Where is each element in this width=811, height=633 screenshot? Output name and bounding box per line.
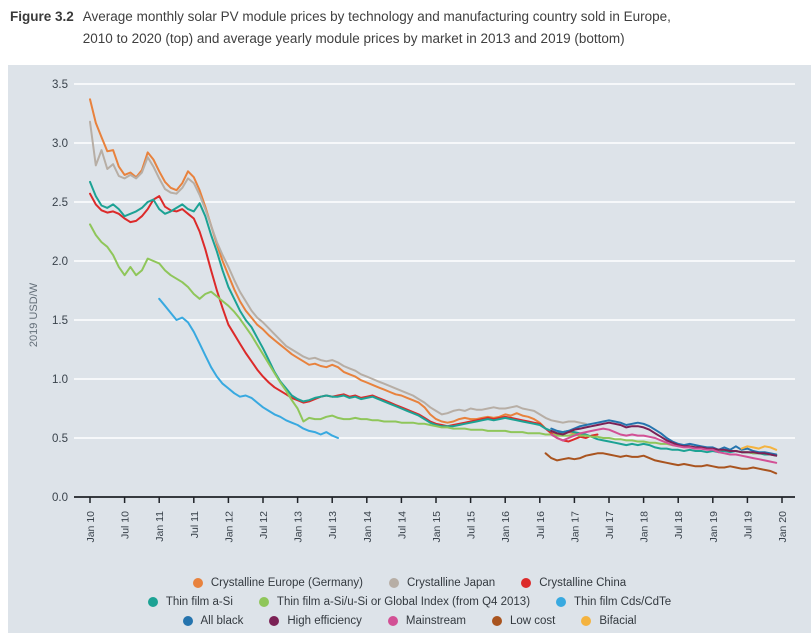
y-tick-label: 2.0 xyxy=(52,256,68,268)
x-tick-label: Jul 15 xyxy=(466,511,478,539)
x-tick-label: Jan 17 xyxy=(569,511,581,543)
legend-dot-thin-film-cdte xyxy=(556,597,567,607)
legend-item-all-black: All black xyxy=(182,615,244,627)
y-tick-label: 3.0 xyxy=(52,138,68,150)
legend-dot-thin-film-global xyxy=(258,597,269,607)
series-line-all-black xyxy=(550,419,778,456)
x-tick-label: Jul 10 xyxy=(120,511,132,539)
x-tick-label: Jan 15 xyxy=(431,511,443,543)
x-tick-label: Jul 19 xyxy=(742,511,754,539)
y-tick-label: 1.5 xyxy=(52,315,68,327)
legend-label-crystalline-europe: Crystalline Europe (Germany) xyxy=(210,577,363,589)
figure-title-line2: 2010 to 2020 (top) and average yearly mo… xyxy=(82,30,625,46)
y-tick-label: 0.0 xyxy=(52,492,68,504)
legend-item-crystalline-europe: Crystalline Europe (Germany) xyxy=(192,577,363,589)
x-tick-label: Jul 17 xyxy=(604,511,616,539)
figure-title: Average monthly solar PV module prices b… xyxy=(83,6,671,49)
legend-item-thin-film-global: Thin film a-Si/u-Si or Global Index (fro… xyxy=(258,596,531,608)
series-line-thin-film-a-si xyxy=(89,180,778,457)
y-tick-label: 3.5 xyxy=(52,79,68,91)
figure-label: Figure 3.2 xyxy=(10,9,74,24)
legend-dot-thin-film-a-si xyxy=(147,597,158,607)
x-tick-label: Jan 12 xyxy=(223,511,235,543)
legend-label-crystalline-japan: Crystalline Japan xyxy=(406,577,496,589)
legend-dot-crystalline-china xyxy=(521,578,532,588)
legend-dot-crystalline-europe xyxy=(192,578,203,588)
legend-label-all-black: All black xyxy=(200,615,244,627)
legend-item-crystalline-china: Crystalline China xyxy=(521,577,626,589)
legend-row-3: All black High efficiency Mainstream Low co… xyxy=(8,615,811,627)
legend-dot-high-efficiency xyxy=(269,616,280,626)
series-line-high-efficiency xyxy=(550,421,778,457)
series-line-crystalline-europe xyxy=(89,98,587,437)
chart-panel: 2019 USD/W 0.0 0.5 1.0 1.5 2.0 2.5 3.0 3.5 Jan 1… xyxy=(8,65,811,633)
legend-dot-mainstream xyxy=(387,616,398,626)
figure-header: Figure 3.2 Average monthly solar PV modu… xyxy=(10,6,805,49)
legend-item-high-efficiency: High efficiency xyxy=(269,615,362,627)
y-tick-label: 0.5 xyxy=(52,433,68,445)
x-tick-label: Jan 18 xyxy=(639,511,651,543)
legend-label-mainstream: Mainstream xyxy=(405,615,466,627)
x-tick-label: Jul 12 xyxy=(258,511,270,539)
series-line-low-cost xyxy=(544,452,778,475)
legend-label-thin-film-global: Thin film a-Si/u-Si or Global Index (fro… xyxy=(276,596,531,608)
x-tick-label: Jul 11 xyxy=(189,511,201,538)
y-tick-label: 2.5 xyxy=(52,197,68,209)
legend-label-thin-film-cdte: Thin film Cds/CdTe xyxy=(574,596,672,608)
series-line-thin-film-global xyxy=(89,223,778,456)
legend-dot-all-black xyxy=(182,616,193,626)
legend-item-bifacial: Bifacial xyxy=(581,615,636,627)
legend-item-thin-film-a-si: Thin film a-Si xyxy=(147,596,233,608)
series-line-thin-film-cdte xyxy=(158,297,339,439)
x-tick-label: Jul 18 xyxy=(673,511,685,539)
legend-label-crystalline-china: Crystalline China xyxy=(539,577,627,589)
legend-dot-crystalline-japan xyxy=(388,578,399,588)
series-line-crystalline-japan xyxy=(89,120,587,425)
x-tick-label: Jul 13 xyxy=(327,511,339,539)
x-tick-label: Jan 10 xyxy=(85,511,97,543)
legend-label-low-cost: Low cost xyxy=(510,615,556,627)
legend-row-1: Crystalline Europe (Germany) Crystalline … xyxy=(8,577,811,589)
x-tick-label: Jan 19 xyxy=(708,511,720,543)
x-tick-label: Jan 14 xyxy=(362,511,374,543)
legend-label-high-efficiency: High efficiency xyxy=(287,615,362,627)
series-line-crystalline-china xyxy=(89,192,599,443)
figure-title-line1: Average monthly solar PV module prices b… xyxy=(82,9,671,24)
price-line-chart: 0.0 0.5 1.0 1.5 2.0 2.5 3.0 3.5 Jan 10 Jul 10 Jan … xyxy=(52,79,795,543)
chart-legend: Crystalline Europe (Germany) Crystalline … xyxy=(8,577,811,627)
x-tick-label: Jul 14 xyxy=(396,511,408,539)
y-tick-label: 1.0 xyxy=(52,374,68,386)
legend-label-thin-film-a-si: Thin film a-Si xyxy=(165,596,233,608)
legend-item-crystalline-japan: Crystalline Japan xyxy=(388,577,496,589)
x-tick-label: Jan 16 xyxy=(500,511,512,543)
legend-item-mainstream: Mainstream xyxy=(387,615,466,627)
legend-item-low-cost: Low cost xyxy=(492,615,555,627)
legend-label-bifacial: Bifacial xyxy=(599,615,637,627)
legend-dot-bifacial xyxy=(581,616,592,626)
x-tick-label: Jan 20 xyxy=(777,511,789,543)
x-tick-label: Jan 13 xyxy=(293,511,305,543)
series-line-mainstream xyxy=(550,427,778,464)
x-tick-label: Jan 11 xyxy=(154,511,166,542)
series-line-bifacial xyxy=(740,445,778,451)
legend-dot-low-cost xyxy=(492,616,502,626)
legend-row-2: Thin film a-Si Thin film a-Si/u-Si or Glo… xyxy=(8,596,811,608)
legend-item-thin-film-cdte: Thin film Cds/CdTe xyxy=(556,596,671,608)
x-tick-label: Jul 16 xyxy=(535,511,547,539)
